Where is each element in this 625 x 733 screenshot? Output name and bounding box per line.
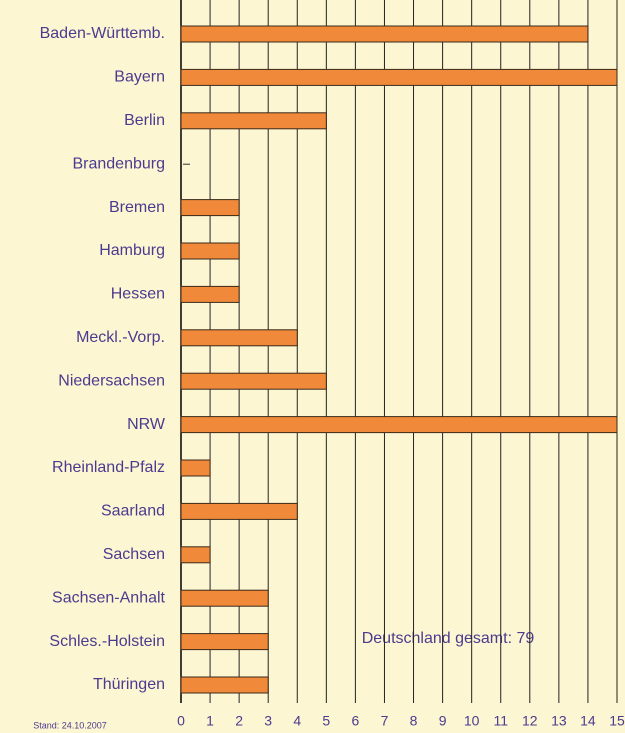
y-tick-label: Sachsen-Anhalt xyxy=(52,589,166,606)
y-tick-label: Bayern xyxy=(114,69,165,86)
x-tick-label: 13 xyxy=(551,713,567,729)
x-tick-label: 11 xyxy=(493,713,508,729)
y-tick-label: Schles.-Holstein xyxy=(49,633,165,650)
bar xyxy=(180,589,269,607)
bar xyxy=(180,502,298,520)
x-tick-label: 5 xyxy=(322,713,330,729)
x-tick-label: 9 xyxy=(439,713,447,729)
bar xyxy=(180,546,211,564)
x-tick-label: 14 xyxy=(580,713,596,729)
bar xyxy=(180,68,618,86)
y-tick-label: Thüringen xyxy=(93,676,165,693)
x-tick-label: 0 xyxy=(177,713,185,729)
bar xyxy=(180,285,240,303)
x-tick-label: 10 xyxy=(464,713,480,729)
y-tick-label: Rheinland-Pfalz xyxy=(52,459,165,476)
x-tick-label: 6 xyxy=(352,713,360,729)
x-tick-label: 15 xyxy=(609,713,625,729)
y-tick-label: Hessen xyxy=(111,286,165,303)
total-note: Deutschland gesamt: 79 xyxy=(362,630,535,647)
x-tick-label: 1 xyxy=(206,713,214,729)
bar xyxy=(180,633,269,651)
bar xyxy=(180,459,211,477)
y-tick-label: Niedersachsen xyxy=(58,372,165,389)
bar xyxy=(180,199,240,217)
date-note: Stand: 24.10.2007 xyxy=(33,720,107,730)
bar xyxy=(180,416,618,434)
x-tick-label: 4 xyxy=(293,713,301,729)
x-tick-label: 8 xyxy=(410,713,418,729)
y-tick-label: NRW xyxy=(127,416,166,433)
y-tick-label: Meckl.-Vorp. xyxy=(76,329,165,346)
x-tick-label: 7 xyxy=(381,713,389,729)
y-tick-label: Hamburg xyxy=(99,242,165,259)
bar xyxy=(180,242,240,260)
bar xyxy=(180,112,327,130)
y-tick-label: Bremen xyxy=(109,199,165,216)
y-tick-label: Brandenburg xyxy=(72,155,165,172)
x-tick-label: 2 xyxy=(235,713,243,729)
bar xyxy=(180,372,327,390)
y-tick-label: Sachsen xyxy=(103,546,165,563)
y-tick-label: Saarland xyxy=(101,503,165,520)
x-tick-label: 12 xyxy=(522,713,538,729)
y-tick-label: Baden-Württemb. xyxy=(40,25,165,42)
bar xyxy=(180,329,298,347)
bar xyxy=(180,25,589,43)
bar xyxy=(180,676,269,694)
y-tick-label: Berlin xyxy=(124,112,165,129)
x-tick-label: 3 xyxy=(264,713,272,729)
